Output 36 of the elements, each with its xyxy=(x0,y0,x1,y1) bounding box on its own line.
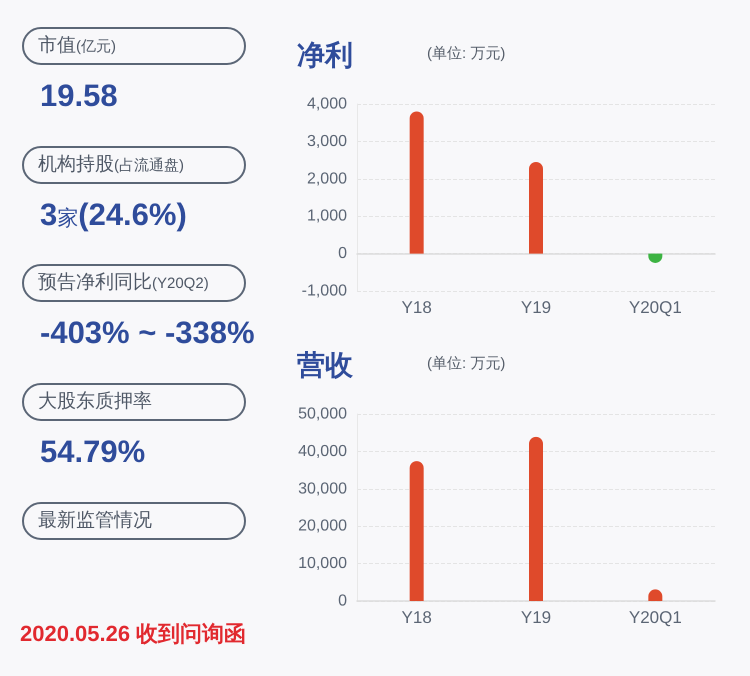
y-tick-label: 4,000 xyxy=(306,96,348,112)
y-tick-label: -1,000 xyxy=(302,282,348,300)
bar xyxy=(529,436,543,601)
text: 19.58 xyxy=(40,78,118,113)
y-tick-label: 3,000 xyxy=(306,132,348,150)
x-tick-label: Y19 xyxy=(520,608,552,627)
y-tick-label: 40,000 xyxy=(298,442,348,460)
chart-subtitle: (单位: 万元) xyxy=(427,355,506,372)
y-tick-label: 50,000 xyxy=(298,406,348,422)
text: 机构持股(占流通盘) xyxy=(38,154,184,175)
chart-title: 净利 xyxy=(297,40,353,70)
chart-subtitle: (单位: 万元) xyxy=(427,45,506,62)
text: 2020.05.26 收到问询函 xyxy=(20,620,246,648)
text: 54.79% xyxy=(40,434,146,470)
y-tick-label: 0 xyxy=(338,592,348,610)
bar xyxy=(410,111,424,254)
y-tick-label: 10,000 xyxy=(298,555,348,572)
text: 市值(亿元) xyxy=(38,35,116,56)
text: 大股东质押率 xyxy=(38,391,152,412)
y-tick-label: 20,000 xyxy=(298,518,348,535)
x-tick-label: Y20Q1 xyxy=(628,298,682,317)
x-tick-label: Y18 xyxy=(402,608,432,627)
y-tick-label: 0 xyxy=(338,245,348,262)
text: -403% ~ -338% xyxy=(40,315,255,350)
y-tick-label: 30,000 xyxy=(298,480,348,498)
bar xyxy=(529,162,543,254)
x-tick-label: Y19 xyxy=(520,298,552,317)
x-tick-label: Y20Q1 xyxy=(628,608,682,627)
y-tick-label: 2,000 xyxy=(306,170,348,188)
text: 最新监管情况 xyxy=(38,510,152,531)
text: 3家(24.6%) xyxy=(40,196,187,232)
text: 预告净利同比(Y20Q2) xyxy=(38,272,209,294)
bar xyxy=(410,461,424,601)
x-tick-label: Y18 xyxy=(402,298,432,317)
chart-title: 营收 xyxy=(296,350,354,380)
y-tick-label: 1,000 xyxy=(306,208,348,225)
